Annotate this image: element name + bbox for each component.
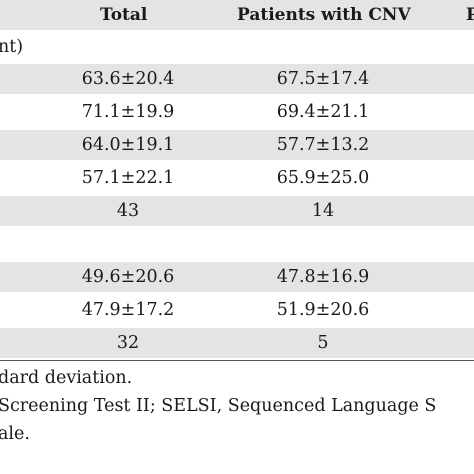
table-cell-cnv: 14 bbox=[311, 201, 335, 221]
row-band bbox=[0, 196, 474, 226]
table-cell-total: 47.9±17.2 bbox=[81, 300, 175, 320]
table-cell-cnv: 5 bbox=[317, 333, 329, 353]
table-cell-total: 57.1±22.1 bbox=[81, 168, 175, 188]
table-cell-total: 71.1±19.9 bbox=[81, 102, 175, 122]
row-band bbox=[0, 262, 474, 292]
table-cell-cnv: 51.9±20.6 bbox=[276, 300, 370, 320]
header-band bbox=[0, 0, 474, 30]
footnote-line: ale. bbox=[0, 424, 30, 444]
column-header-next: P bbox=[466, 5, 474, 25]
table-cell-cnv: 47.8±16.9 bbox=[276, 267, 370, 287]
column-header-total: Total bbox=[100, 5, 148, 25]
table-bottom-rule bbox=[0, 360, 474, 361]
table-cell-total: 43 bbox=[116, 201, 140, 221]
row-band bbox=[0, 130, 474, 160]
row-band bbox=[0, 328, 474, 358]
table-cell-cnv: 57.7±13.2 bbox=[276, 135, 370, 155]
table-cell-cnv: 65.9±25.0 bbox=[276, 168, 370, 188]
table-cell-total: 63.6±20.4 bbox=[81, 69, 175, 89]
footnote-line: dard deviation. bbox=[0, 368, 133, 388]
footnote-line: Screening Test II; SELSI, Sequenced Lang… bbox=[0, 396, 437, 416]
table-cell-cnv: 69.4±21.1 bbox=[276, 102, 370, 122]
column-header-patients-with-cnv: Patients with CNV bbox=[237, 5, 411, 25]
table-cell-total: 32 bbox=[116, 333, 140, 353]
table-cell-cnv: 67.5±17.4 bbox=[276, 69, 370, 89]
table-cell-total: 49.6±20.6 bbox=[81, 267, 175, 287]
section-label: nt) bbox=[0, 37, 24, 57]
table-cell-total: 64.0±19.1 bbox=[81, 135, 175, 155]
row-band bbox=[0, 64, 474, 94]
